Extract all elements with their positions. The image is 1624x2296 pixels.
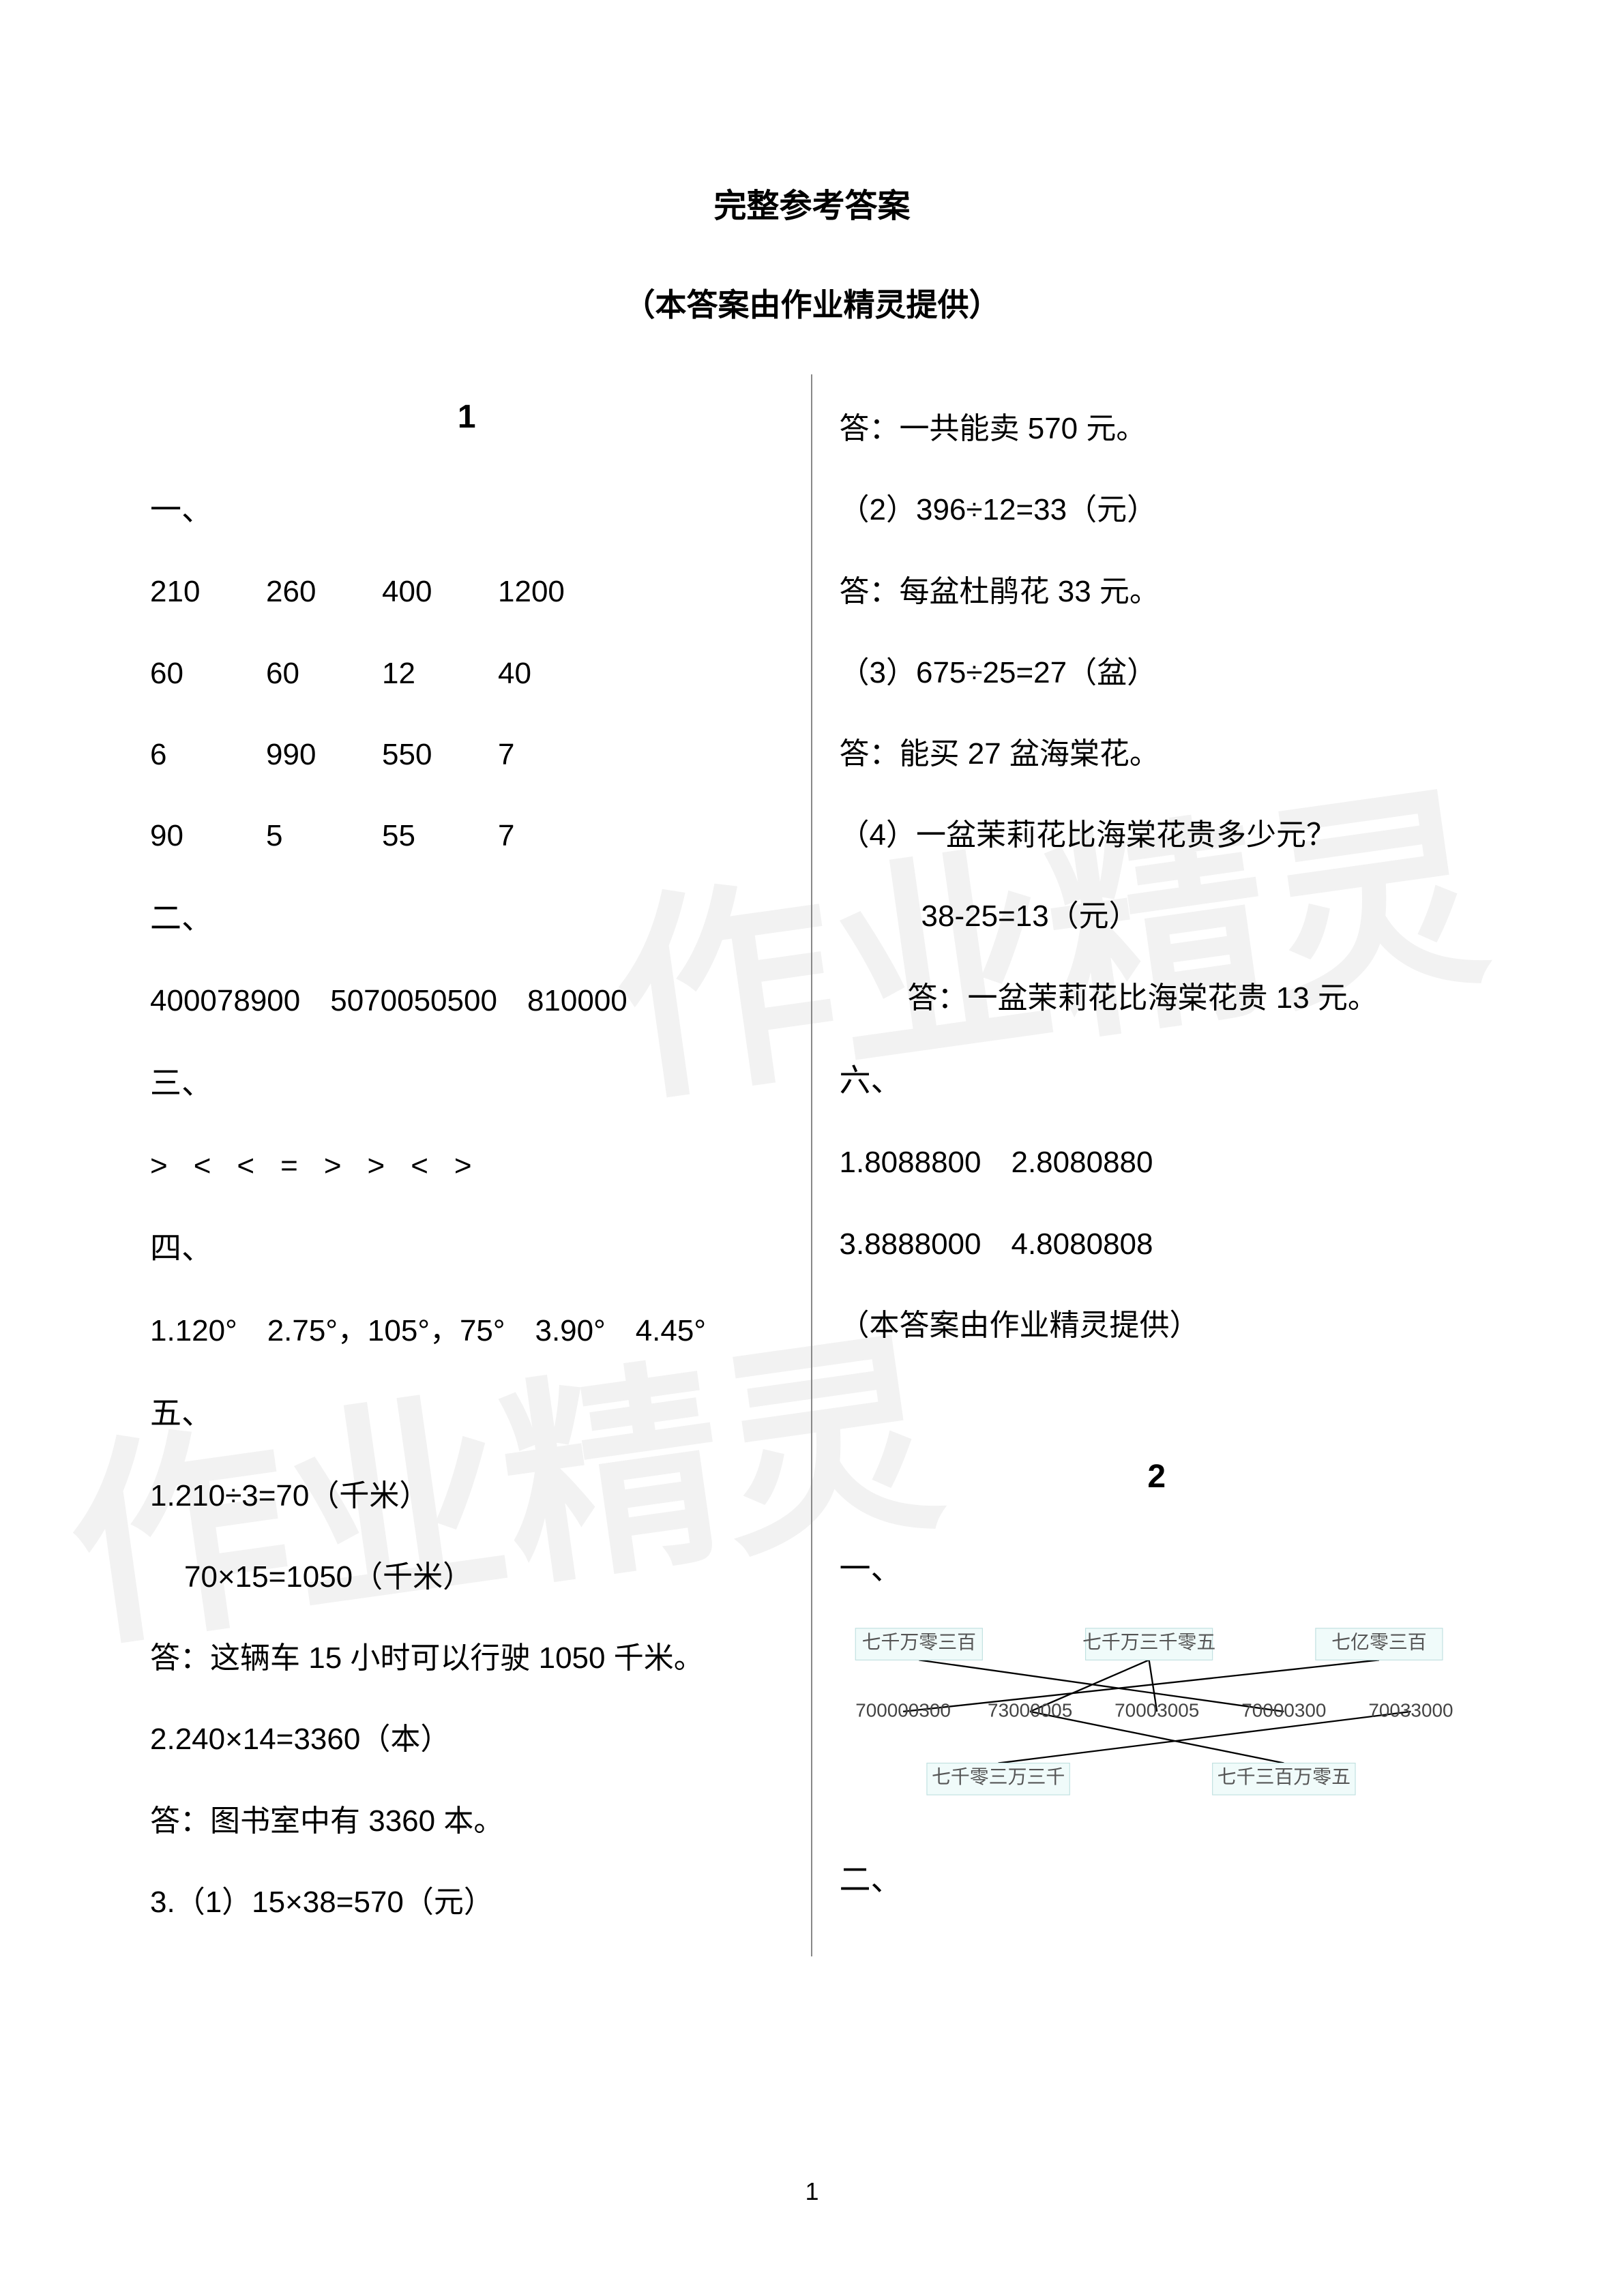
number-cell: 5 (266, 809, 382, 863)
page-heading-1: 1 (150, 388, 784, 447)
number-row: 2102604001200 (150, 565, 784, 618)
document-content: 完整参考答案 （本答案由作业精灵提供） 1 一、 210260400120060… (136, 177, 1488, 1956)
section-2-label: 二、 (150, 890, 784, 946)
number-cell: 1200 (498, 565, 614, 618)
r-line-7: 38-25=13（元） (840, 889, 1475, 943)
number-cell: 6 (150, 728, 266, 781)
s5-line-2: 70×15=1050（千米） (150, 1550, 784, 1604)
diagram-label: 70003005 (1114, 1700, 1199, 1721)
diagram-label: 七千万零三百 (861, 1632, 975, 1654)
comparison-symbol: < (194, 1149, 211, 1182)
section-5-label: 五、 (150, 1385, 784, 1442)
number-cell: 260 (266, 565, 382, 618)
section-4-text: 1.120° 2.75°，105°，75° 3.90° 4.45° (150, 1304, 784, 1358)
s5-line-3: 答：这辆车 15 小时可以行驶 1050 千米。 (150, 1631, 784, 1685)
page-footer: 1 (0, 2170, 1624, 2214)
s5-line-5: 答：图书室中有 3360 本。 (150, 1794, 784, 1848)
section-2-values: 400078900 5070050500 810000 (150, 974, 784, 1028)
sub-title: （本答案由作业精灵提供） (136, 277, 1488, 333)
comparison-symbol: > (150, 1149, 168, 1182)
s6-line-1: 1.8088800 2.8080880 (840, 1135, 1475, 1189)
comparison-symbol: < (237, 1149, 254, 1182)
r-line-1: 答：一共能卖 570 元。 (840, 402, 1475, 456)
number-cell: 60 (266, 646, 382, 700)
diagram-label: 七千万三千零五 (1082, 1632, 1215, 1654)
section-6-label: 六、 (840, 1052, 1475, 1109)
comparison-symbol: = (280, 1149, 298, 1182)
s5-line-6: 3.（1）15×38=570（元） (150, 1875, 784, 1929)
p2-section-1-label: 一、 (840, 1540, 1475, 1597)
number-cell: 60 (150, 646, 266, 700)
credit-line: （本答案由作业精灵提供） (840, 1298, 1475, 1352)
comparison-symbol: > (324, 1149, 342, 1182)
comparison-symbol: < (411, 1149, 428, 1182)
section-1-label: 一、 (150, 481, 784, 538)
title-block: 完整参考答案 （本答案由作业精灵提供） (136, 177, 1488, 333)
section-3-symbols: > < < = > > < > (150, 1139, 784, 1193)
p2-section-2-label: 二、 (840, 1851, 1475, 1908)
r-line-8: 答：一盆茉莉花比海棠花贵 13 元。 (840, 971, 1475, 1025)
s6-line-2: 3.8888000 4.8080808 (840, 1217, 1475, 1271)
diagram-label: 700000300 (855, 1700, 951, 1721)
number-cell: 55 (382, 809, 498, 863)
number-cell: 550 (382, 728, 498, 781)
number-cell: 400 (382, 565, 498, 618)
number-cell: 12 (382, 646, 498, 700)
number-cell: 90 (150, 809, 266, 863)
section-3-label: 三、 (150, 1055, 784, 1112)
diagram-label: 七千三百万零五 (1217, 1767, 1350, 1788)
main-title: 完整参考答案 (136, 177, 1488, 236)
r-line-5: 答：能买 27 盆海棠花。 (840, 727, 1475, 781)
diagram-label: 70000300 (1241, 1700, 1326, 1721)
number-cell: 7 (498, 728, 614, 781)
r-line-4: （3）675÷25=27（盆） (840, 646, 1475, 700)
comparison-symbol: > (368, 1149, 385, 1182)
number-row: 69905507 (150, 728, 784, 781)
number-cell: 7 (498, 809, 614, 863)
diagram-label: 七千零三万三千 (931, 1767, 1064, 1788)
r-line-6: （4）一盆茉莉花比海棠花贵多少元？ (840, 808, 1475, 862)
section-4-label: 四、 (150, 1220, 784, 1277)
diagram-label: 七亿零三百 (1331, 1632, 1427, 1654)
r-line-3: 答：每盆杜鹃花 33 元。 (840, 565, 1475, 618)
section-1-grid: 21026040012006060124069905507905557 (150, 565, 784, 863)
diagram-label: 73000005 (988, 1700, 1072, 1721)
s5-line-1: 1.210÷3=70（千米） (150, 1469, 784, 1523)
matching-diagram: 七千万零三百 七千万三千零五 七亿零三百 700000300 73000005 70003… (840, 1624, 1475, 1824)
number-cell: 40 (498, 646, 614, 700)
right-column: 答：一共能卖 570 元。 （2）396÷12=33（元） 答：每盆杜鹃花 33… (812, 374, 1488, 1956)
page-number: 1 (805, 2177, 818, 2205)
number-cell: 990 (266, 728, 382, 781)
s5-line-4: 2.240×14=3360（本） (150, 1712, 784, 1766)
page-heading-2: 2 (840, 1448, 1475, 1506)
left-column: 1 一、 21026040012006060124069905507905557… (136, 374, 812, 1956)
diagram-label: 70033000 (1368, 1700, 1453, 1721)
number-row: 60601240 (150, 646, 784, 700)
number-cell: 210 (150, 565, 266, 618)
r-line-2: （2）396÷12=33（元） (840, 483, 1475, 537)
comparison-symbol: > (454, 1149, 472, 1182)
number-row: 905557 (150, 809, 784, 863)
columns: 1 一、 21026040012006060124069905507905557… (136, 374, 1488, 1956)
